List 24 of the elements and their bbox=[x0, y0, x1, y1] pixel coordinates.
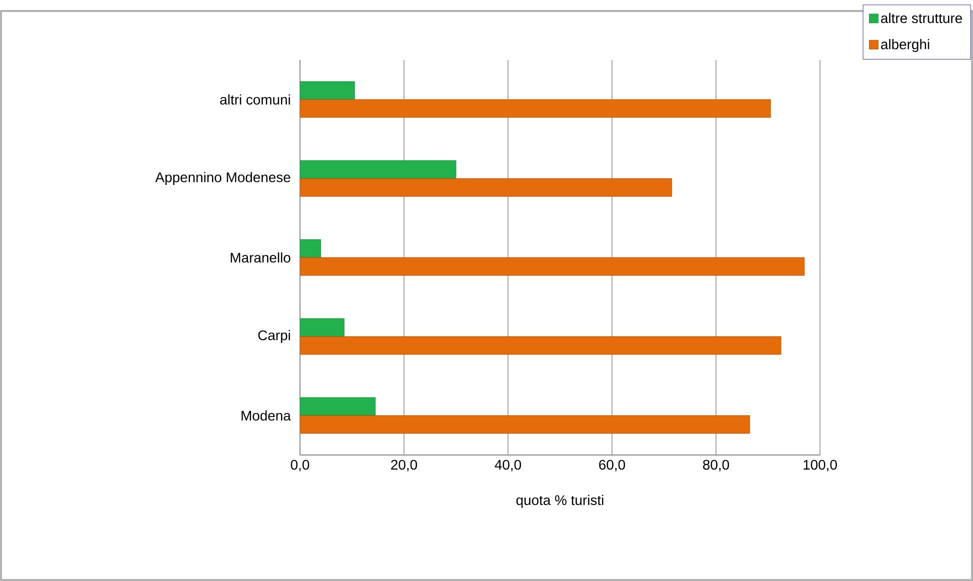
y-tick-label: Modena bbox=[242, 410, 291, 421]
x-tick-label: 40,0 bbox=[494, 460, 522, 472]
bar bbox=[300, 239, 322, 258]
bar bbox=[300, 397, 376, 416]
bar bbox=[300, 336, 782, 355]
y-tick-label: Appennino Modenese bbox=[155, 172, 290, 185]
bar bbox=[300, 415, 750, 434]
bar bbox=[300, 257, 805, 276]
bar bbox=[300, 160, 456, 179]
x-tick-label: 0,0 bbox=[290, 460, 310, 472]
bar bbox=[300, 99, 771, 118]
bar bbox=[300, 178, 672, 197]
x-tick-label: 80,0 bbox=[703, 460, 730, 472]
bar bbox=[300, 81, 355, 100]
legend-label: altre strutture bbox=[881, 12, 962, 24]
x-tick-label: 60,0 bbox=[599, 460, 626, 472]
bar bbox=[300, 318, 344, 337]
x-tick-label: 100,0 bbox=[804, 460, 837, 472]
x-tick-label: 20,0 bbox=[391, 460, 418, 472]
y-tick-label: Maranello bbox=[230, 252, 290, 263]
y-tick-label: altri comuni bbox=[220, 94, 290, 105]
y-tick-label: Carpi bbox=[258, 330, 290, 343]
x-axis-title: quota % turisti bbox=[516, 494, 604, 508]
legend-label: alberghi bbox=[881, 39, 930, 52]
